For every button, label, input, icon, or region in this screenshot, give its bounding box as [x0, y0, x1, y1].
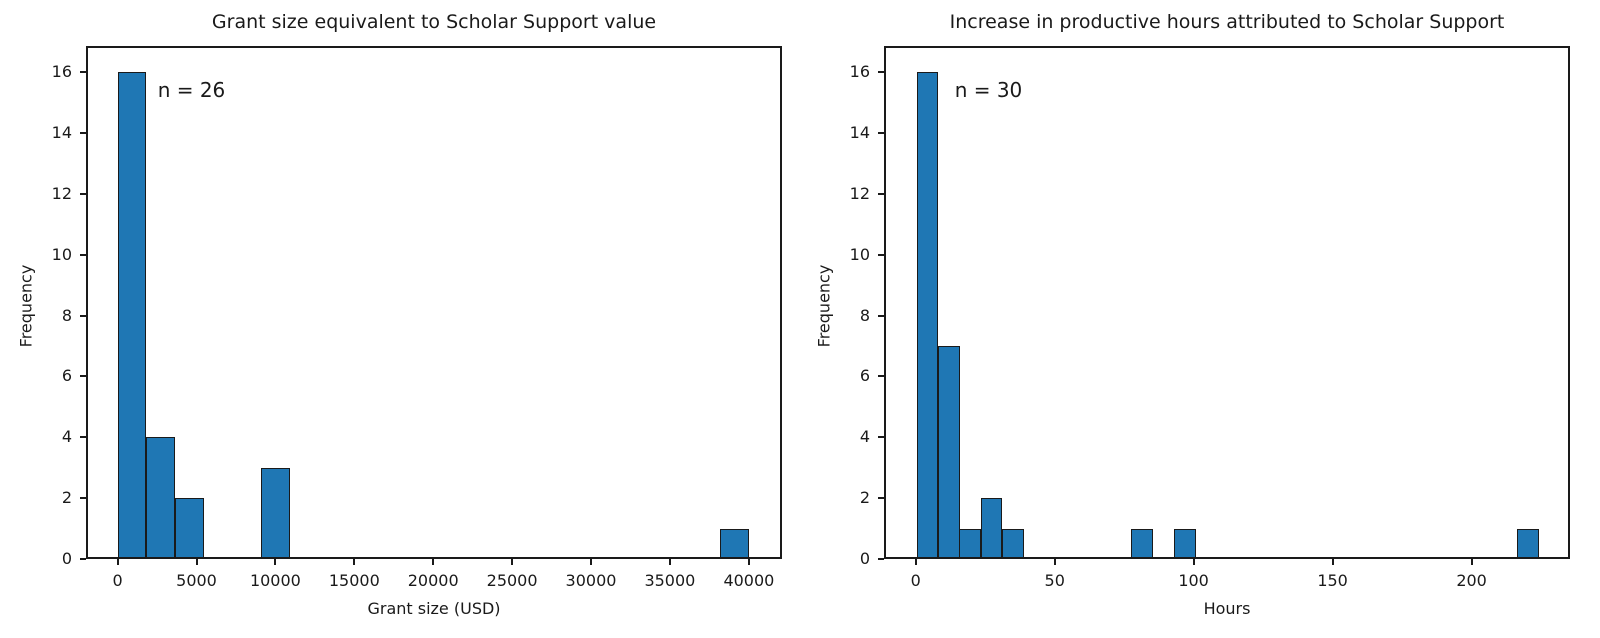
- histogram-bar: [1002, 528, 1024, 559]
- x-axis-label: Grant size (USD): [367, 599, 501, 618]
- histogram-bar: [146, 437, 175, 559]
- x-tick-label: 50: [1044, 571, 1065, 590]
- x-tick: [1470, 559, 1473, 565]
- x-tick: [590, 559, 592, 565]
- y-tick-label: 16: [849, 62, 870, 82]
- x-tick: [1053, 559, 1056, 565]
- x-tick: [353, 559, 356, 565]
- y-tick-label: 12: [51, 183, 72, 203]
- y-tick-label: 2: [61, 488, 72, 508]
- y-tick-label: 12: [849, 183, 870, 203]
- histogram-bar: [959, 528, 981, 559]
- y-tick: [80, 132, 86, 134]
- x-tick-label: 0: [112, 571, 123, 590]
- x-tick: [668, 559, 671, 565]
- y-tick-label: 10: [849, 244, 870, 264]
- x-tick: [914, 559, 917, 565]
- y-tick-label: 2: [859, 488, 870, 508]
- y-tick-label: 0: [859, 549, 870, 568]
- sample-size-annotation: n = 30: [954, 78, 1023, 103]
- y-tick: [878, 375, 884, 378]
- x-axis-label: Hours: [1203, 599, 1251, 618]
- x-tick: [747, 559, 750, 565]
- histogram-bar: [980, 498, 1003, 559]
- chart-title: Increase in productive hours attributed …: [949, 11, 1505, 33]
- y-tick: [878, 192, 884, 195]
- x-tick-label: 5000: [176, 571, 217, 590]
- y-tick: [80, 192, 86, 195]
- x-tick: [274, 559, 277, 565]
- y-tick: [878, 497, 884, 500]
- histogram-bar: [916, 72, 938, 559]
- y-tick: [878, 253, 884, 256]
- y-tick: [878, 558, 884, 560]
- x-tick-label: 30000: [565, 571, 617, 590]
- x-tick-label: 0: [910, 571, 921, 590]
- y-tick: [878, 132, 884, 134]
- y-tick-label: 6: [859, 366, 870, 386]
- x-tick-label: 25000: [486, 571, 538, 590]
- y-tick: [80, 497, 86, 500]
- y-tick: [878, 314, 884, 317]
- histogram-bar: [1517, 528, 1539, 559]
- x-tick-label: 200: [1456, 571, 1487, 590]
- y-tick-label: 8: [859, 305, 870, 325]
- y-tick: [80, 253, 86, 256]
- x-tick-label: 10000: [249, 571, 301, 590]
- y-tick-label: 10: [51, 244, 72, 264]
- y-tick-label: 0: [61, 549, 72, 568]
- y-tick: [80, 314, 86, 317]
- x-tick: [1192, 559, 1195, 565]
- plot-area: [884, 46, 1570, 559]
- y-tick: [80, 71, 86, 74]
- x-tick-label: 15000: [328, 571, 380, 590]
- y-tick-label: 16: [51, 62, 72, 82]
- x-tick: [1331, 559, 1334, 565]
- y-tick-label: 6: [61, 366, 72, 386]
- histogram-bar: [938, 346, 960, 559]
- x-tick-label: 20000: [407, 571, 459, 590]
- histogram-bar: [1174, 528, 1196, 559]
- histogram-bar: [117, 72, 147, 559]
- y-tick-label: 8: [61, 305, 72, 325]
- x-tick: [116, 559, 119, 565]
- chart-title: Grant size equivalent to Scholar Support…: [211, 11, 657, 33]
- x-tick: [432, 559, 435, 565]
- x-tick: [511, 559, 514, 565]
- y-tick: [80, 375, 86, 378]
- y-tick: [878, 436, 884, 439]
- x-tick: [195, 559, 198, 565]
- y-tick: [878, 71, 884, 74]
- x-tick-label: 100: [1178, 571, 1209, 590]
- y-tick-label: 14: [849, 123, 870, 142]
- x-tick-label: 150: [1317, 571, 1348, 590]
- sample-size-annotation: n = 26: [157, 78, 226, 103]
- x-tick-label: 35000: [644, 571, 696, 590]
- histogram-bar: [261, 467, 290, 559]
- histogram-bar: [1131, 528, 1153, 559]
- y-tick-label: 4: [859, 427, 870, 447]
- y-tick-label: 4: [61, 427, 72, 447]
- x-tick-label: 40000: [723, 571, 775, 590]
- histogram-bar: [175, 498, 204, 559]
- y-tick-label: 14: [51, 123, 72, 142]
- y-tick: [80, 558, 86, 560]
- y-tick: [80, 436, 86, 439]
